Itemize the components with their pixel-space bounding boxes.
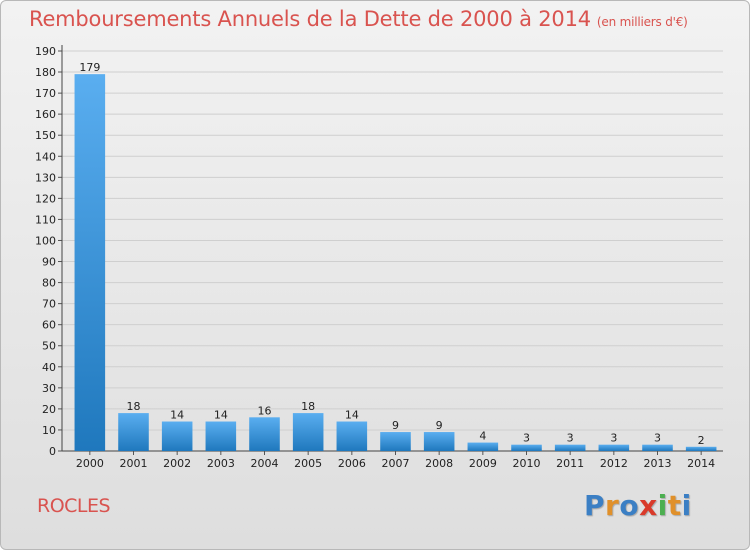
- bar-value-label: 3: [654, 432, 661, 445]
- bar-value-label: 18: [301, 400, 315, 413]
- logo-letter: o: [619, 489, 640, 522]
- proxiti-logo: Proxiti: [584, 489, 692, 522]
- unit-label: (en milliers d'€): [596, 15, 688, 29]
- bar: [161, 421, 193, 451]
- bar-value-label: 179: [79, 61, 100, 74]
- x-tick-label: 2004: [251, 457, 279, 470]
- y-tick-label: 180: [35, 66, 56, 79]
- x-tick-label: 2002: [163, 457, 191, 470]
- y-tick-label: 40: [42, 361, 56, 374]
- logo-letter: t: [667, 489, 682, 522]
- x-tick-label: 2011: [556, 457, 584, 470]
- bar: [685, 446, 717, 451]
- bar: [511, 444, 542, 451]
- y-tick-label: 120: [35, 192, 56, 205]
- bar-value-label: 9: [392, 419, 399, 432]
- x-tick-label: 2003: [207, 457, 235, 470]
- y-tick-label: 20: [42, 403, 56, 416]
- bar-value-label: 3: [523, 432, 530, 445]
- y-tick-label: 50: [42, 340, 56, 353]
- bar: [598, 444, 630, 451]
- x-tick-label: 2005: [294, 457, 322, 470]
- logo-letter: i: [657, 489, 668, 522]
- bar: [205, 421, 237, 451]
- y-tick-label: 70: [42, 298, 56, 311]
- bar-value-label: 14: [345, 409, 359, 422]
- bar-value-label: 9: [436, 419, 443, 432]
- logo-letter: P: [584, 489, 606, 522]
- y-tick-label: 30: [42, 382, 56, 395]
- x-tick-label: 2001: [120, 457, 148, 470]
- x-tick-label: 2014: [687, 457, 715, 470]
- bar: [380, 432, 411, 451]
- y-tick-label: 170: [35, 87, 56, 100]
- bar-value-label: 3: [610, 432, 617, 445]
- bar: [249, 417, 280, 451]
- bar: [292, 413, 324, 451]
- bar-value-label: 14: [214, 409, 228, 422]
- grid-lines: [62, 50, 723, 452]
- y-tick-label: 100: [35, 234, 56, 247]
- bar: [336, 421, 368, 451]
- y-tick-label: 130: [35, 171, 56, 184]
- bar-value-label: 4: [479, 430, 486, 443]
- bar-value-label: 14: [170, 409, 184, 422]
- y-tick-label: 90: [42, 256, 56, 269]
- y-tick-label: 160: [35, 108, 56, 121]
- bar: [554, 444, 586, 451]
- bar-value-label: 16: [258, 404, 272, 417]
- x-tick-label: 2013: [644, 457, 672, 470]
- logo-letter: i: [681, 489, 692, 522]
- bar: [118, 413, 149, 451]
- y-tick-label: 0: [49, 445, 56, 458]
- y-tick-label: 80: [42, 277, 56, 290]
- logo-letter: x: [639, 489, 658, 522]
- chart-title: Remboursements Annuels de la Dette de 20…: [29, 7, 688, 31]
- bar-value-label: 2: [698, 434, 705, 447]
- bars: 179 18 14 14 16 18 14 9 9 4 3 3 3 3 2: [74, 61, 717, 451]
- y-tick-label: 150: [35, 129, 56, 142]
- y-tick-label: 10: [42, 424, 56, 437]
- bar-value-label: 3: [567, 432, 574, 445]
- x-tick-label: 2000: [76, 457, 104, 470]
- bar: [642, 444, 673, 451]
- x-tick-label: 2009: [469, 457, 497, 470]
- x-tick-label: 2006: [338, 457, 366, 470]
- x-tick-label: 2008: [425, 457, 453, 470]
- x-tick-label: 2010: [513, 457, 541, 470]
- y-tick-label: 60: [42, 319, 56, 332]
- y-tick-label: 190: [35, 45, 56, 58]
- bar: [423, 432, 455, 451]
- x-tick-label: 2007: [382, 457, 410, 470]
- y-tick-label: 110: [35, 213, 56, 226]
- bar: [467, 442, 499, 451]
- x-tick-label: 2012: [600, 457, 628, 470]
- city-name: ROCLES: [37, 495, 111, 517]
- logo-letter: r: [605, 489, 620, 522]
- y-tick-label: 140: [35, 150, 56, 163]
- bar-value-label: 18: [127, 400, 141, 413]
- bar: [74, 74, 106, 451]
